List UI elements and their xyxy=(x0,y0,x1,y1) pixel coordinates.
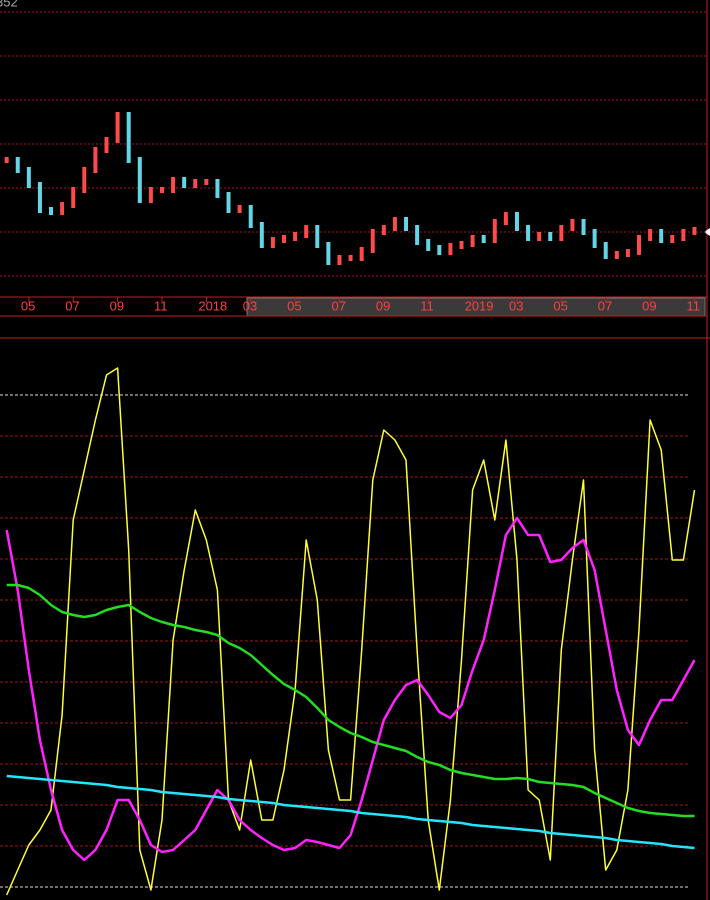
candle xyxy=(670,235,675,243)
candle xyxy=(681,229,686,241)
candle xyxy=(193,179,198,188)
candle xyxy=(171,177,176,193)
candle xyxy=(115,112,120,143)
x-tick-label: 09 xyxy=(376,298,390,313)
candle xyxy=(625,249,630,257)
price-label: 352 xyxy=(0,0,18,9)
candle xyxy=(503,212,508,225)
candle xyxy=(448,243,453,255)
x-tick-label: 07 xyxy=(65,298,79,313)
candle xyxy=(4,157,9,163)
candle xyxy=(392,217,397,231)
candle xyxy=(581,219,586,235)
candle xyxy=(315,225,320,248)
candle xyxy=(637,235,641,255)
candle xyxy=(437,245,442,255)
candle xyxy=(126,112,131,163)
candle xyxy=(481,235,486,243)
candle xyxy=(82,167,87,193)
x-tick-label: 2019 xyxy=(465,298,494,313)
candle xyxy=(37,182,42,213)
candle xyxy=(337,255,342,265)
candle xyxy=(226,192,231,213)
candle xyxy=(237,205,242,213)
x-tick-label: 07 xyxy=(331,298,345,313)
x-tick-label: 07 xyxy=(598,298,612,313)
candle xyxy=(648,229,653,241)
candle xyxy=(204,179,209,185)
candle xyxy=(270,237,275,248)
candle xyxy=(470,235,475,247)
candle xyxy=(614,251,619,259)
candle xyxy=(71,187,76,208)
indicator-line xyxy=(6,774,695,850)
x-tick-label: 2018 xyxy=(198,298,227,313)
indicator-line xyxy=(6,583,695,818)
candle xyxy=(659,229,664,243)
candle xyxy=(104,137,109,153)
x-tick-label: 03 xyxy=(243,298,257,313)
x-tick-label: 05 xyxy=(287,298,301,313)
candle xyxy=(370,229,375,253)
candle xyxy=(159,187,164,193)
candle xyxy=(326,242,331,265)
x-tick-label: 09 xyxy=(642,298,656,313)
candle xyxy=(426,239,431,251)
candle xyxy=(148,187,153,203)
indicator-line xyxy=(6,367,696,896)
candle xyxy=(415,225,420,245)
x-tick-label: 11 xyxy=(686,298,700,313)
candle xyxy=(570,219,575,231)
x-tick-label: 05 xyxy=(553,298,567,313)
candle xyxy=(548,232,553,241)
candle xyxy=(137,157,142,203)
x-tick-label: 05 xyxy=(21,298,35,313)
candle xyxy=(259,222,264,248)
candle xyxy=(26,167,31,188)
candle xyxy=(215,179,220,198)
candle xyxy=(381,225,386,235)
x-tick-label: 11 xyxy=(420,298,434,313)
candle xyxy=(304,225,309,238)
candle xyxy=(514,212,519,231)
candle xyxy=(359,247,364,261)
candle xyxy=(282,235,286,243)
candle xyxy=(537,232,542,241)
x-tick-label: 11 xyxy=(154,298,168,313)
candle xyxy=(404,217,409,231)
candle xyxy=(348,255,353,261)
candle xyxy=(60,202,65,215)
indicator-line xyxy=(5,516,696,862)
candle xyxy=(93,147,98,173)
candle xyxy=(459,241,464,249)
candle xyxy=(15,157,20,173)
x-tick-label: 09 xyxy=(110,298,124,313)
candle xyxy=(49,207,54,215)
candle xyxy=(692,227,697,235)
candle xyxy=(182,177,187,188)
candle xyxy=(526,225,531,241)
candle xyxy=(559,225,564,241)
candle xyxy=(603,242,608,259)
price-marker xyxy=(704,228,710,236)
x-tick-label: 03 xyxy=(509,298,523,313)
candle xyxy=(592,229,597,248)
candle xyxy=(293,232,298,241)
candle xyxy=(248,205,253,228)
candle xyxy=(492,219,497,243)
